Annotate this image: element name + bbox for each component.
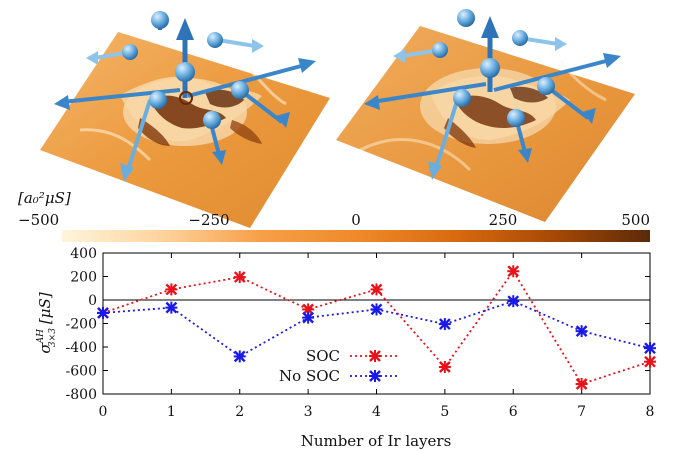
- y-axis-label-symbol: σ: [36, 343, 54, 354]
- legend-label: SOC: [306, 347, 340, 365]
- colorbar-tick-label: 500: [621, 211, 650, 229]
- legend-item: No SOC: [279, 367, 400, 385]
- series-no-soc: [97, 295, 656, 363]
- series-no-soc-point: [302, 311, 315, 324]
- y-axis-label-sup: AH: [36, 329, 46, 344]
- x-tick-label: 4: [372, 404, 381, 420]
- spin-texture-panel-soc: [40, 11, 330, 228]
- legend-label: No SOC: [279, 367, 340, 385]
- y-tick-label: 200: [70, 270, 97, 286]
- series-no-soc-point: [97, 306, 109, 319]
- series-soc-point: [575, 378, 588, 391]
- series-soc-point: [438, 360, 451, 373]
- spin-arrows: [364, 9, 621, 180]
- series-soc-point: [233, 271, 246, 284]
- colorbar: [a₀²μS] −500 −250 0 250 500: [18, 189, 650, 242]
- line-chart: 400 200 0 -200 -400 -600 -800 0 1 2 3 4 5 6 7 8 Number…: [36, 246, 656, 450]
- series-no-soc-point: [438, 318, 451, 331]
- y-tick-label: -800: [66, 387, 97, 403]
- x-tick-label: 6: [509, 404, 518, 420]
- series-soc-point: [165, 283, 178, 296]
- y-tick-label: -400: [66, 340, 97, 356]
- series-no-soc-point: [644, 342, 656, 355]
- y-axis-label: σAH 3×3 [μS]: [36, 292, 58, 353]
- x-tick-label: 7: [577, 404, 586, 420]
- series-layer: [97, 265, 656, 391]
- spin-arrows: [54, 11, 316, 182]
- x-tick-label: 3: [304, 404, 313, 420]
- series-no-soc-point: [370, 303, 383, 316]
- colorbar-gradient: [62, 230, 650, 242]
- y-tick-label: -200: [66, 317, 97, 333]
- series-soc-point: [507, 265, 520, 278]
- x-tick-label: 2: [235, 404, 244, 420]
- series-soc-point: [370, 283, 383, 296]
- legend-item: SOC: [306, 347, 400, 365]
- series-no-soc-point: [575, 325, 588, 338]
- series-no-soc-point: [507, 295, 520, 308]
- legend-swatch-marker: [369, 350, 381, 362]
- x-axis-ticks: 0 1 2 3 4 5 6 7 8: [99, 253, 655, 420]
- x-axis-label: Number of Ir layers: [301, 432, 452, 450]
- y-tick-label: 400: [70, 246, 97, 262]
- x-tick-label: 1: [167, 404, 176, 420]
- x-tick-label: 0: [99, 404, 108, 420]
- y-axis-ticks: 400 200 0 -200 -400 -600 -800: [66, 246, 650, 403]
- colorbar-tick-labels: −500 −250 0 250 500: [18, 211, 650, 229]
- y-axis-label-sub: 3×3: [48, 328, 58, 347]
- colorbar-unit-label: [a₀²μS]: [18, 189, 71, 207]
- series-soc-line: [102, 269, 651, 386]
- colorbar-tick-label: −250: [188, 211, 229, 229]
- series-no-soc-point: [233, 350, 246, 363]
- colorbar-tick-label: −500: [18, 211, 59, 229]
- series-soc-point: [644, 355, 656, 368]
- map-features: [359, 59, 607, 172]
- legend: SOC No SOC: [279, 347, 400, 385]
- spin-texture-panel-nosoc: [336, 9, 635, 222]
- x-tick-label: 5: [440, 404, 449, 420]
- y-tick-label: 0: [88, 293, 97, 309]
- x-tick-label: 8: [646, 404, 655, 420]
- series-no-soc-point: [165, 301, 178, 314]
- series-soc: [97, 265, 656, 391]
- legend-swatch-marker: [369, 370, 381, 382]
- y-tick-label: -600: [66, 364, 97, 380]
- y-axis-label-unit: [μS]: [36, 292, 54, 324]
- colorbar-tick-label: 0: [351, 211, 361, 229]
- colorbar-tick-label: 250: [489, 211, 518, 229]
